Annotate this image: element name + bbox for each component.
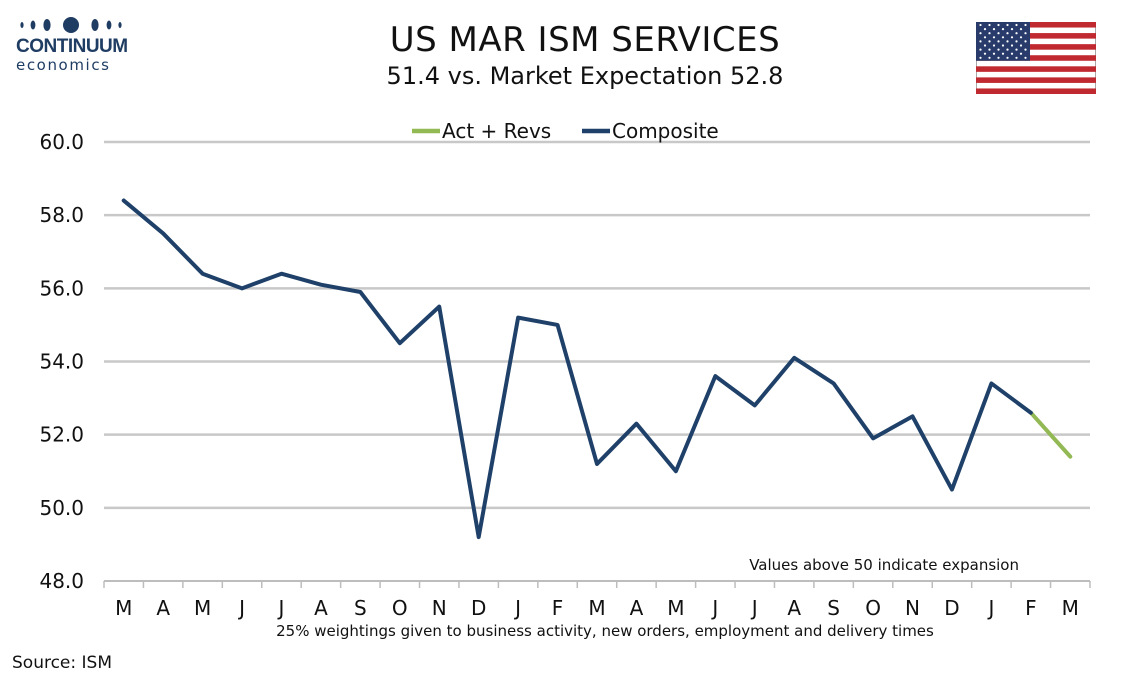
series-line-composite bbox=[121, 198, 1033, 540]
y-tick-label: 52.0 bbox=[39, 423, 84, 447]
series-line-act-revs bbox=[1028, 410, 1073, 459]
x-tick-label: J bbox=[237, 596, 245, 620]
x-tick-label: D bbox=[944, 596, 959, 620]
x-tick-label: F bbox=[1025, 596, 1037, 620]
legend-label-composite: Composite bbox=[612, 119, 719, 143]
y-tick-label: 54.0 bbox=[39, 350, 84, 374]
x-tick-label: N bbox=[432, 596, 447, 620]
x-tick-label: F bbox=[552, 596, 564, 620]
x-tick-label: J bbox=[710, 596, 718, 620]
x-axis-label: 25% weightings given to business activit… bbox=[276, 622, 934, 640]
chart-title: US MAR ISM SERVICES bbox=[389, 20, 781, 60]
x-tick-label: A bbox=[314, 596, 328, 620]
x-tick-label: J bbox=[277, 596, 285, 620]
logo-wordmark: CONTINUUM bbox=[16, 36, 128, 57]
x-tick-label: S bbox=[827, 596, 840, 620]
chart-subtitle: 51.4 vs. Market Expectation 52.8 bbox=[386, 62, 784, 90]
x-tick-label: S bbox=[354, 596, 367, 620]
continuum-logo: CONTINUUM economics bbox=[14, 14, 134, 76]
x-tick-label: O bbox=[865, 596, 881, 620]
logo-tagline: economics bbox=[16, 56, 111, 74]
us-flag-icon bbox=[976, 22, 1096, 94]
x-tick-label: J bbox=[750, 596, 758, 620]
x-tick-label: M bbox=[115, 596, 132, 620]
x-tick-label: A bbox=[156, 596, 170, 620]
legend-label-act-revs: Act + Revs bbox=[442, 119, 551, 143]
source-note: Source: ISM bbox=[12, 653, 112, 673]
x-tick-label: A bbox=[787, 596, 801, 620]
annotation-expansion: Values above 50 indicate expansion bbox=[749, 556, 1019, 574]
x-tick-label: M bbox=[194, 596, 211, 620]
x-tick-label: O bbox=[392, 596, 408, 620]
y-tick-label: 60.0 bbox=[39, 130, 84, 154]
y-tick-label: 48.0 bbox=[39, 569, 84, 593]
x-tick-label: J bbox=[513, 596, 521, 620]
logo-dots-icon bbox=[20, 17, 122, 33]
x-tick-label: A bbox=[630, 596, 644, 620]
x-tick-label: M bbox=[1062, 596, 1079, 620]
x-tick-label: M bbox=[667, 596, 684, 620]
x-tick-label: J bbox=[986, 596, 994, 620]
x-tick-label: D bbox=[471, 596, 486, 620]
y-tick-label: 50.0 bbox=[39, 496, 84, 520]
y-tick-label: 56.0 bbox=[39, 276, 84, 300]
x-tick-label: N bbox=[905, 596, 920, 620]
y-tick-label: 58.0 bbox=[39, 203, 84, 227]
x-tick-label: M bbox=[588, 596, 605, 620]
